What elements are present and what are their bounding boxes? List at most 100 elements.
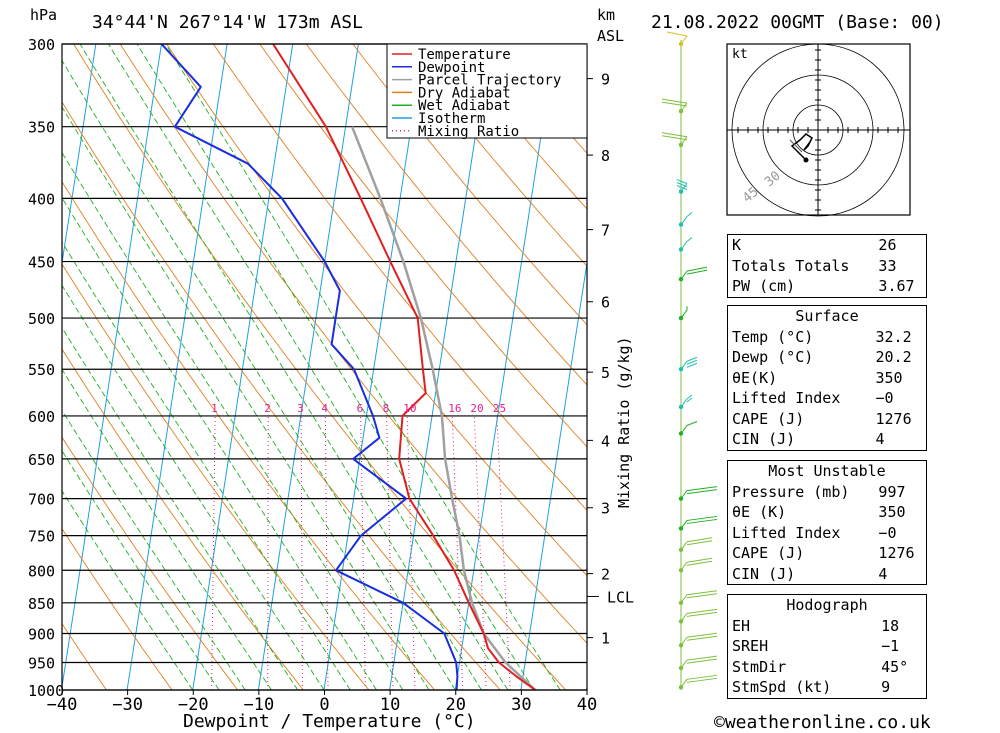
- wet-adiabat-line: [62, 106, 430, 690]
- x-tick-label: −30: [112, 695, 143, 715]
- km-tick-label: 6: [601, 294, 610, 312]
- barb-flag: [676, 179, 688, 185]
- mixing-ratio-line: [386, 415, 394, 690]
- plot-frame: [61, 43, 588, 691]
- surface-theta-value: 350: [875, 368, 903, 387]
- surface-li-label: Lifted Index: [732, 389, 841, 408]
- surface-cape-value: 1276: [875, 409, 912, 428]
- km-unit-label: km: [597, 6, 615, 24]
- mu-theta-value: 350: [878, 503, 906, 522]
- mixing-ratio-label: 1: [211, 402, 218, 415]
- pressure-tick-label: 700: [28, 491, 55, 509]
- sreh-label: SREH: [732, 637, 769, 656]
- barb-flag: [686, 677, 718, 683]
- x-tick-label: −40: [47, 695, 78, 715]
- pw-value: 3.67: [878, 277, 915, 296]
- barb-flag: [686, 590, 718, 596]
- wet-adiabat-line: [62, 197, 377, 690]
- wind-barbs: [661, 31, 718, 690]
- hodograph: kt 30 45: [726, 43, 911, 217]
- km-tick-label: 3: [601, 500, 610, 518]
- barb-flag: [686, 394, 693, 400]
- barb-flag: [686, 489, 718, 495]
- dry-adiabat-line: [62, 180, 435, 690]
- barb-flag: [661, 98, 688, 104]
- pressure-tick-label: 650: [28, 451, 55, 469]
- mixing-ratio-line: [473, 415, 487, 690]
- mu-pressure-value: 997: [878, 482, 906, 501]
- barb-flag: [686, 397, 693, 403]
- barb-shaft: [680, 216, 688, 225]
- dry-adiabat-line: [212, 44, 587, 511]
- barb-shaft: [680, 520, 688, 529]
- mixing-ratio-line: [360, 415, 366, 690]
- hodograph-trace: [790, 133, 813, 161]
- series-parcel-trajectory: [350, 126, 537, 690]
- mu-cape-label: CAPE (J): [732, 544, 805, 563]
- pressure-tick-label: 400: [28, 190, 55, 208]
- mixing-ratio-line: [300, 415, 303, 690]
- barb-flag: [686, 421, 698, 426]
- mixing-ratio-line: [406, 415, 416, 690]
- pressure-tick-label: 1000: [28, 682, 64, 700]
- mixing-ratio-axis-title: Mixing Ratio (g/kg): [615, 336, 633, 508]
- barb-flag: [676, 182, 688, 188]
- mu-theta-label: θE (K): [732, 503, 787, 522]
- mixing-ratio-label: 20: [470, 402, 483, 415]
- mu-pressure-label: Pressure (mb): [732, 482, 850, 501]
- legend-box: [386, 43, 588, 139]
- barb-flag: [686, 557, 713, 563]
- mixing-ratio-label: 3: [297, 402, 304, 415]
- barb-flag: [686, 674, 718, 680]
- legend-label: Isotherm: [418, 111, 485, 127]
- barb-flag: [686, 237, 693, 242]
- dry-adiabat-line: [305, 44, 587, 386]
- pressure-tick-label: 850: [28, 595, 55, 613]
- barb-flag: [686, 356, 698, 362]
- barb-flag: [686, 515, 718, 521]
- asl-label: ASL: [597, 27, 624, 45]
- km-tick-label: 8: [601, 147, 610, 165]
- hodograph-table: Hodograph EH 18 SREH −1 StmDir 45° StmSpd (…: [727, 594, 927, 699]
- barb-shaft: [680, 425, 688, 434]
- k-label: K: [732, 236, 742, 255]
- isotherm-line: [126, 44, 228, 690]
- barb-flag: [661, 132, 688, 138]
- pressure-tick-label: 300: [28, 36, 55, 54]
- pressure-tick-label: 450: [28, 254, 55, 272]
- barb-shaft: [680, 102, 688, 112]
- legend-label: Dewpoint: [418, 60, 485, 76]
- barb-flag: [661, 101, 688, 107]
- most-unstable-title: Most Unstable: [768, 462, 886, 481]
- series-dewpoint: [160, 44, 459, 690]
- p-unit-label: hPa: [30, 6, 57, 24]
- surface-theta-label: θE(K): [732, 368, 778, 387]
- surface-temp-value: 32.2: [875, 327, 912, 346]
- mixing-ratio-label: 16: [448, 402, 461, 415]
- stmdir-value: 45°: [881, 657, 909, 676]
- km-tick-label: 9: [601, 71, 610, 89]
- mu-li-label: Lifted Index: [732, 523, 841, 542]
- barb-shaft: [680, 679, 688, 688]
- barb-shaft: [680, 541, 688, 551]
- legend-label: Temperature: [418, 47, 511, 63]
- mu-cin-value: 4: [878, 564, 888, 583]
- x-tick-label: 0: [319, 695, 329, 715]
- surface-li-value: −0: [875, 389, 894, 408]
- km-tick-label: 4: [601, 432, 610, 450]
- surface-table: Surface Temp (°C) 32.2 Dewp (°C) 20.2 θE(K…: [727, 305, 927, 451]
- barb-shaft: [680, 183, 688, 192]
- barb-flag: [686, 486, 718, 492]
- x-tick-label: 40: [577, 695, 597, 715]
- mixing-ratio-line: [496, 415, 511, 690]
- barb-flag: [666, 31, 688, 37]
- barb-shaft: [680, 561, 688, 571]
- barb-flag: [686, 269, 708, 275]
- mu-cin-label: CIN (J): [732, 564, 796, 583]
- mixing-ratio-label: 4: [321, 402, 328, 415]
- wet-adiabat-line: [62, 59, 456, 690]
- barb-shaft: [680, 490, 688, 499]
- surface-cin-label: CIN (J): [732, 430, 796, 449]
- wet-adiabat-line: [79, 44, 482, 690]
- km-tick-label: 5: [601, 364, 610, 382]
